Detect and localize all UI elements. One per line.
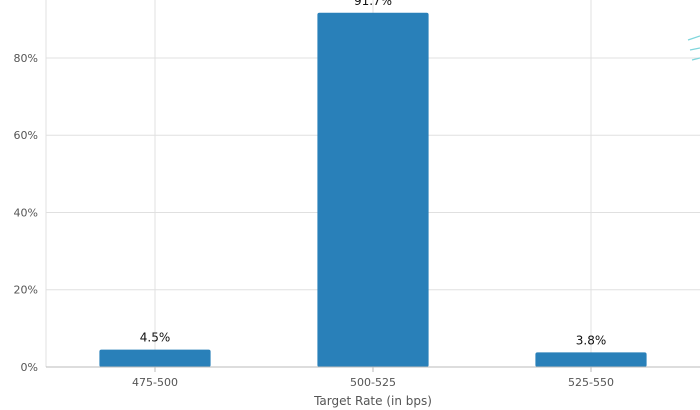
x-axis-title: Target Rate (in bps)	[313, 394, 432, 408]
y-tick-label: 20%	[14, 284, 38, 297]
decorative-stroke-icon	[687, 35, 700, 61]
y-tick-label: 60%	[14, 129, 38, 142]
y-tick-label: 0%	[21, 361, 38, 374]
bar	[535, 352, 647, 367]
bar-data-label: 91.7%	[354, 0, 392, 8]
y-axis-ticks: 0% 20% 40% 60% 80%	[14, 52, 38, 374]
x-axis-ticks: 475-500 500-525 525-550	[132, 367, 614, 389]
bars: 4.5% 91.7% 3.8%	[99, 0, 647, 368]
x-tick-label: 500-525	[350, 376, 396, 389]
x-tick-label: 475-500	[132, 376, 178, 389]
x-tick-label: 525-550	[568, 376, 614, 389]
bar-data-label: 3.8%	[576, 333, 607, 347]
bar	[317, 12, 429, 368]
y-tick-label: 40%	[14, 206, 38, 219]
y-tick-label: 80%	[14, 52, 38, 65]
bar	[99, 349, 211, 367]
decorative-teal-mark	[687, 35, 700, 61]
bar-data-label: 4.5%	[140, 331, 171, 345]
